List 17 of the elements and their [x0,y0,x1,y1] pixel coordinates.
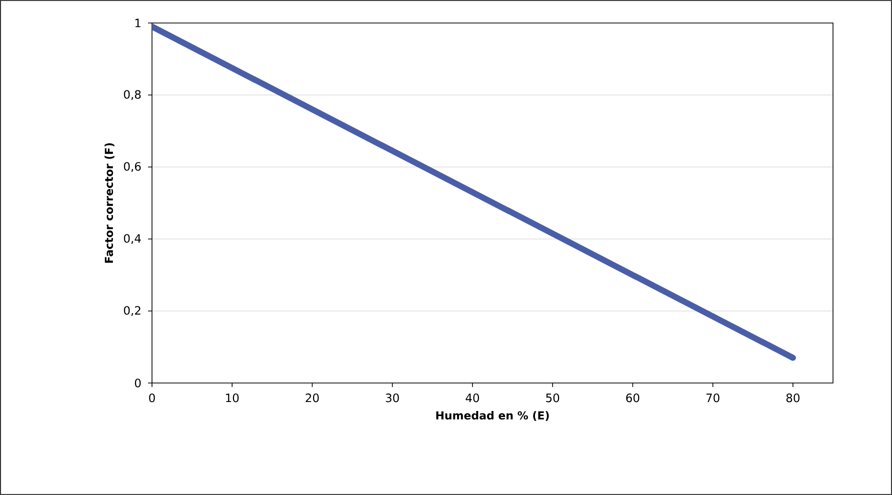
x-tick-label: 40 [466,394,480,402]
x-tick-label: 80 [786,394,800,402]
x-tick-label: 0 [149,394,155,402]
y-tick-label: 0,8 [124,90,141,100]
x-tick-label: 10 [226,394,239,402]
y-tick-label: 0,4 [124,234,141,244]
x-tick-label: 70 [706,394,720,402]
x-tick-label: 30 [386,394,399,402]
y-tick-label: 0,2 [124,306,140,316]
x-axis-title: Humedad en % (E) [436,411,549,421]
x-tick-label: 20 [306,394,319,402]
y-axis-title: Factor corrector (F) [104,143,114,263]
y-tick-label: 0,6 [124,162,141,172]
y-tick-label: 0 [134,378,141,388]
y-tick-label: 1 [135,18,140,28]
x-tick-label: 50 [546,394,560,402]
x-tick-label: 60 [626,394,640,402]
